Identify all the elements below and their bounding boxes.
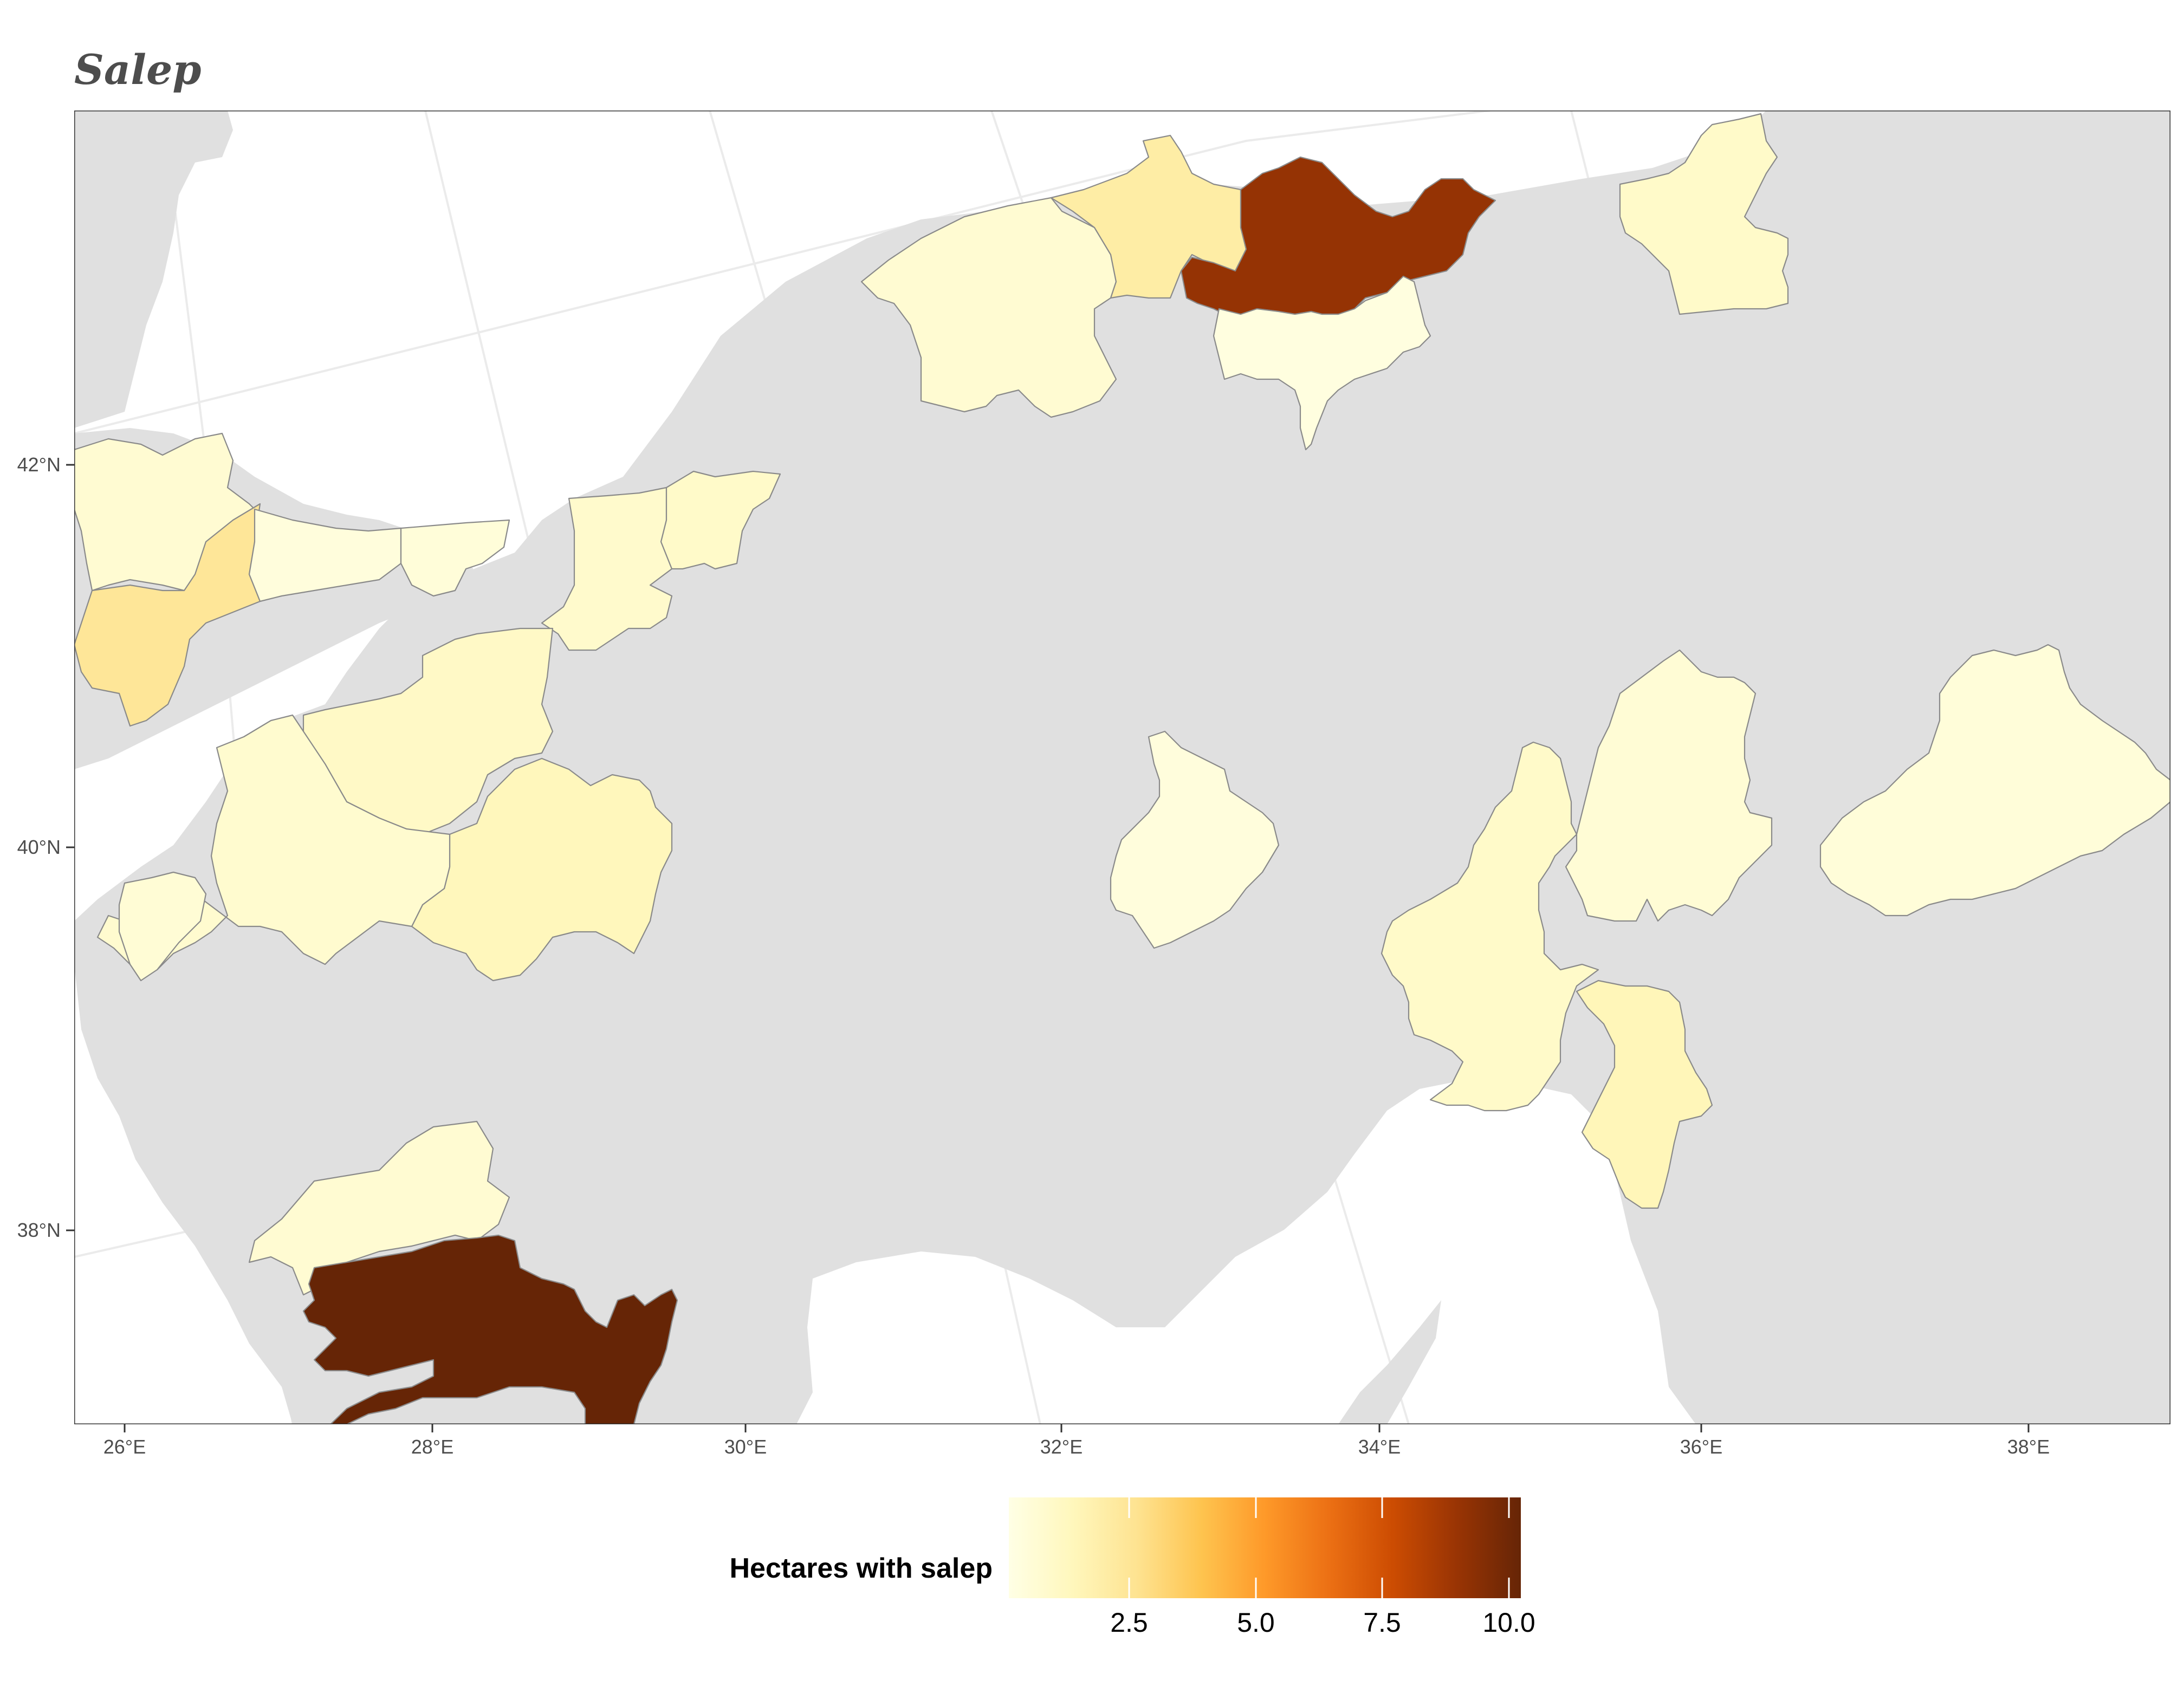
legend-label: 10.0 <box>1482 1607 1535 1638</box>
y-axis: 42°N 40°N 38°N <box>17 453 74 1241</box>
region-bursa <box>302 627 554 835</box>
y-tick-label: 40°N <box>17 836 61 858</box>
x-tick-label: 38°E <box>2007 1436 2050 1458</box>
choropleth-regions <box>74 113 2170 1424</box>
legend-label: 2.5 <box>1110 1607 1148 1638</box>
legend-label: 7.5 <box>1363 1607 1401 1638</box>
region-istanbul-europe <box>248 508 402 602</box>
region-cankiri <box>1213 275 1431 451</box>
map-panel <box>74 111 2170 1424</box>
legend-label: 5.0 <box>1237 1607 1275 1638</box>
region-canakkale <box>118 871 207 982</box>
region-kirikkale <box>1110 730 1280 949</box>
y-tick-label: 38°N <box>17 1219 61 1241</box>
x-tick-label: 36°E <box>1680 1436 1722 1458</box>
region-istanbul-asia <box>400 519 510 597</box>
y-tick-label: 42°N <box>17 453 61 476</box>
x-tick-label: 26°E <box>103 1436 146 1458</box>
x-tick-label: 34°E <box>1358 1436 1401 1458</box>
region-mugla <box>302 1234 678 1424</box>
x-tick-label: 28°E <box>411 1436 453 1458</box>
x-tick-label: 32°E <box>1040 1436 1083 1458</box>
syria-landmass <box>1652 921 2170 1424</box>
region-kahramanmaras <box>1576 980 1713 1209</box>
legend-ticks <box>1128 1497 1510 1598</box>
region-izmir <box>248 1120 510 1296</box>
legend-colorbar <box>1009 1497 1521 1598</box>
region-kayseri <box>1381 741 1599 1112</box>
bulgaria-landmass <box>74 111 233 428</box>
region-sivas <box>1565 649 1773 922</box>
region-malatya <box>1819 644 2170 917</box>
cyprus-landmass <box>1338 1300 1441 1424</box>
region-samsun <box>1619 113 1789 315</box>
x-tick-label: 30°E <box>724 1436 767 1458</box>
legend-title: Hectares with salep <box>729 1553 993 1584</box>
x-axis: 26°E 28°E 30°E 32°E 34°E 36°E 38°E <box>103 1424 2050 1458</box>
map-title: Salep <box>74 46 202 94</box>
legend: Hectares with salep 2.5 5.0 7.5 10.0 <box>729 1497 1535 1638</box>
region-sakarya <box>660 470 781 570</box>
region-tekirdag <box>74 503 261 727</box>
